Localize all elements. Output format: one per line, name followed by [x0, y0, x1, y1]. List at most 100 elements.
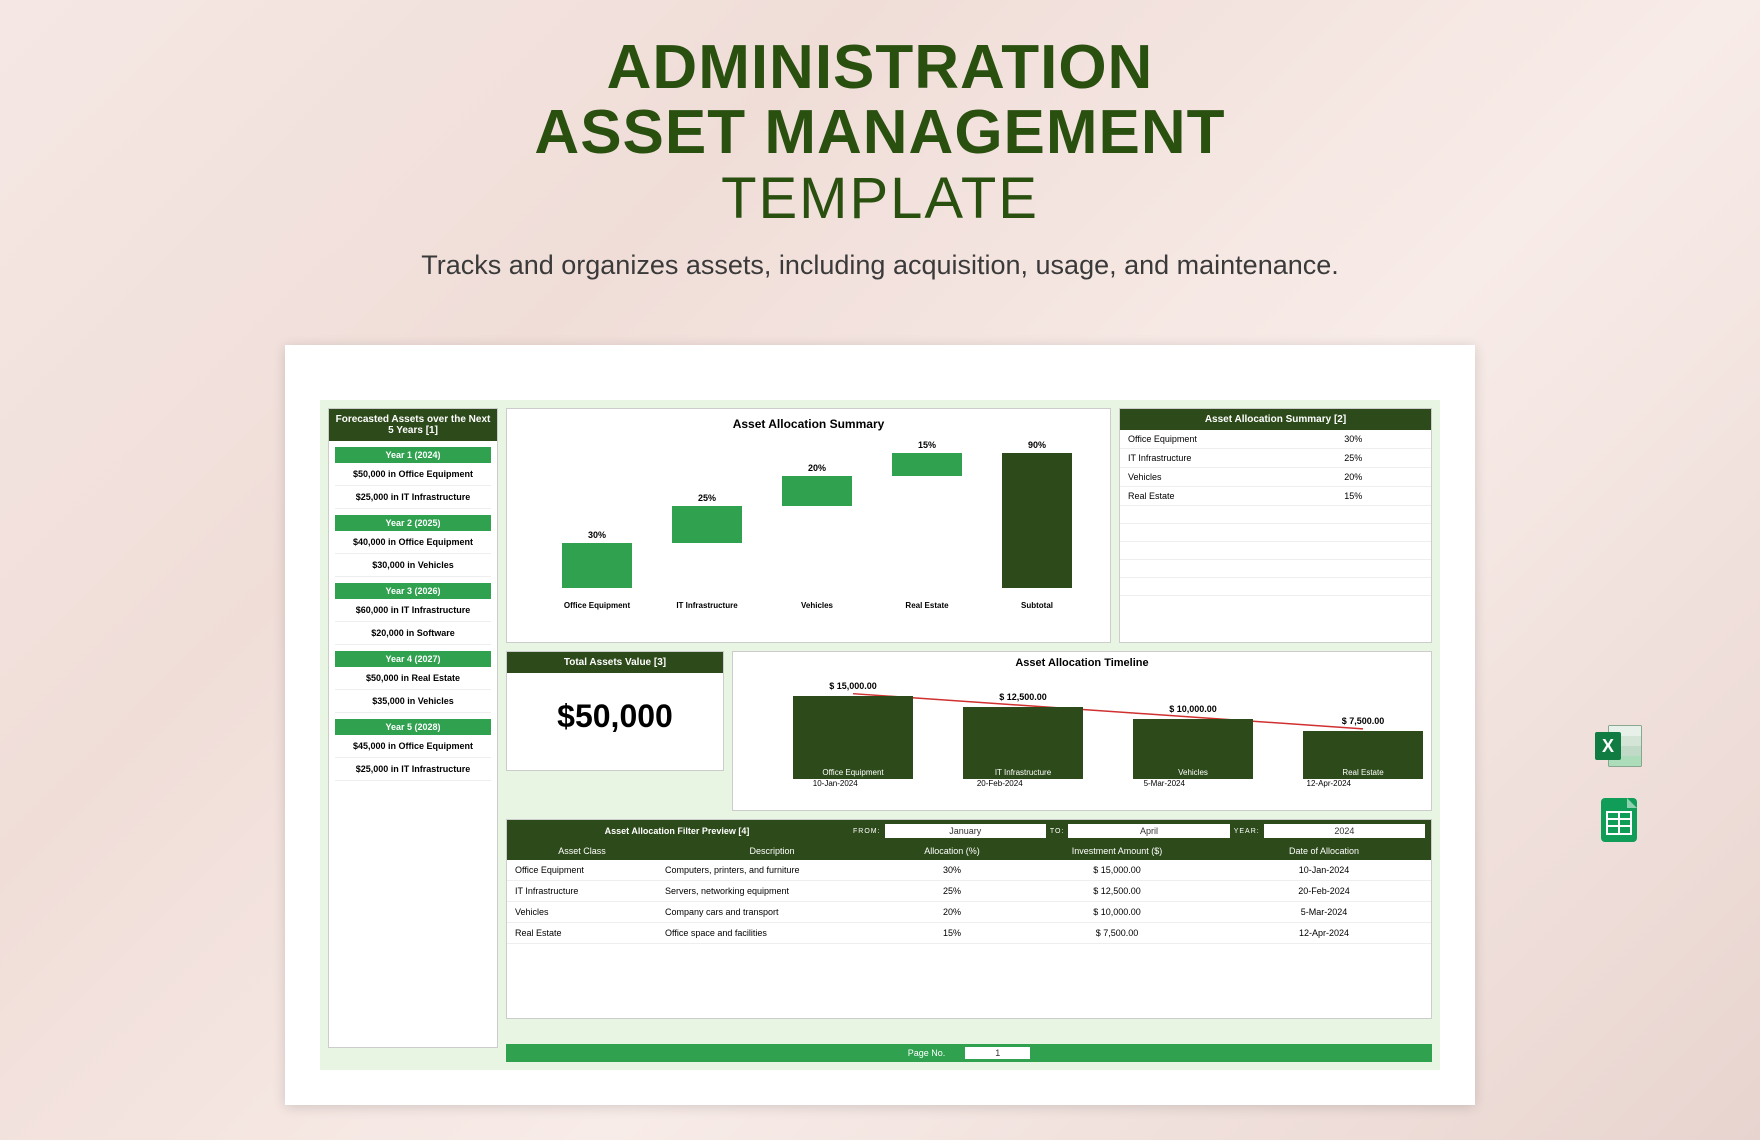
waterfall-title: Asset Allocation Summary [507, 409, 1110, 435]
forecast-year-label: Year 4 (2027) [335, 651, 491, 667]
filter-cell: 12-Apr-2024 [1217, 923, 1431, 943]
timeline-bar: IT Infrastructure$ 12,500.00 [963, 707, 1083, 779]
summary-panel: Asset Allocation Summary [2] Office Equi… [1119, 408, 1432, 643]
timeline-date: 20-Feb-2024 [918, 779, 1083, 788]
filter-row: VehiclesCompany cars and transport20%$ 1… [507, 902, 1431, 923]
filter-cell: 30% [887, 860, 1017, 880]
forecast-item: $35,000 in Vehicles [335, 690, 491, 713]
waterfall-value: 90% [1002, 440, 1072, 450]
app-icons: X [1593, 720, 1645, 846]
forecast-panel: Forecasted Assets over the Next 5 Years … [328, 408, 498, 1048]
filter-cell: Office space and facilities [657, 923, 887, 943]
year-input[interactable]: 2024 [1264, 824, 1425, 838]
filter-header: Asset Allocation Filter Preview [4] FROM… [507, 820, 1431, 842]
forecast-year: Year 5 (2028)$45,000 in Office Equipment… [335, 719, 491, 781]
summary-pct: 15% [1276, 487, 1432, 505]
forecast-item: $20,000 in Software [335, 622, 491, 645]
forecast-year-label: Year 5 (2028) [335, 719, 491, 735]
timeline-panel: Asset Allocation Timeline Office Equipme… [732, 651, 1432, 811]
forecast-title: Forecasted Assets over the Next 5 Years … [329, 409, 497, 441]
forecast-year: Year 3 (2026)$60,000 in IT Infrastructur… [335, 583, 491, 645]
summary-pct: 20% [1276, 468, 1432, 486]
excel-icon[interactable]: X [1593, 720, 1645, 772]
filter-row: Real EstateOffice space and facilities15… [507, 923, 1431, 944]
svg-text:X: X [1602, 736, 1614, 756]
filter-cell: Servers, networking equipment [657, 881, 887, 901]
forecast-item: $50,000 in Real Estate [335, 667, 491, 690]
timeline-date: 5-Mar-2024 [1082, 779, 1247, 788]
to-input[interactable]: April [1068, 824, 1229, 838]
subtitle: Tracks and organizes assets, including a… [0, 250, 1760, 281]
dashboard: Forecasted Assets over the Next 5 Years … [320, 400, 1440, 1070]
filter-cell: Company cars and transport [657, 902, 887, 922]
timeline-bar: Real Estate$ 7,500.00 [1303, 731, 1423, 779]
summary-row: Office Equipment30% [1120, 430, 1431, 449]
summary-row: Real Estate15% [1120, 487, 1431, 506]
timeline-value: $ 12,500.00 [963, 692, 1083, 702]
year-label: YEAR: [1234, 828, 1260, 835]
summary-name: Real Estate [1120, 487, 1276, 505]
forecast-item: $25,000 in IT Infrastructure [335, 486, 491, 509]
summary-name: Vehicles [1120, 468, 1276, 486]
filter-cell: Computers, printers, and furniture [657, 860, 887, 880]
filter-cell: $ 15,000.00 [1017, 860, 1217, 880]
summary-row: IT Infrastructure25% [1120, 449, 1431, 468]
summary-row: Vehicles20% [1120, 468, 1431, 487]
total-panel: Total Assets Value [3] $50,000 [506, 651, 724, 771]
title-line2: ASSET MANAGEMENT [0, 100, 1760, 165]
timeline-chart: Office Equipment$ 15,000.00 IT Infrastruc… [753, 674, 1411, 779]
timeline-date: 10-Jan-2024 [753, 779, 918, 788]
filter-cell: 10-Jan-2024 [1217, 860, 1431, 880]
summary-name: Office Equipment [1120, 430, 1276, 448]
waterfall-label: Real Estate [892, 601, 962, 610]
to-label: TO: [1050, 828, 1065, 835]
filter-cell: Vehicles [507, 902, 657, 922]
filter-column-header: Description [657, 842, 887, 860]
summary-name: IT Infrastructure [1120, 449, 1276, 467]
forecast-item: $25,000 in IT Infrastructure [335, 758, 491, 781]
filter-cell: 15% [887, 923, 1017, 943]
filter-cell: Real Estate [507, 923, 657, 943]
total-title: Total Assets Value [3] [507, 652, 723, 673]
forecast-item: $60,000 in IT Infrastructure [335, 599, 491, 622]
filter-cell: $ 7,500.00 [1017, 923, 1217, 943]
timeline-label: Real Estate [1303, 766, 1423, 779]
filter-row: Office EquipmentComputers, printers, and… [507, 860, 1431, 881]
forecast-year: Year 4 (2027)$50,000 in Real Estate$35,0… [335, 651, 491, 713]
filter-column-header: Investment Amount ($) [1017, 842, 1217, 860]
sheets-icon[interactable] [1593, 794, 1645, 846]
waterfall-label: Subtotal [1002, 601, 1072, 610]
timeline-label: Office Equipment [793, 766, 913, 779]
from-label: FROM: [853, 828, 881, 835]
timeline-bar: Vehicles$ 10,000.00 [1133, 719, 1253, 779]
timeline-value: $ 7,500.00 [1303, 716, 1423, 726]
filter-panel: Asset Allocation Filter Preview [4] FROM… [506, 819, 1432, 1019]
filter-cell: 20% [887, 902, 1017, 922]
forecast-item: $30,000 in Vehicles [335, 554, 491, 577]
from-input[interactable]: January [885, 824, 1046, 838]
filter-cell: 5-Mar-2024 [1217, 902, 1431, 922]
timeline-title: Asset Allocation Timeline [733, 652, 1431, 674]
filter-cell: Office Equipment [507, 860, 657, 880]
template-preview: Forecasted Assets over the Next 5 Years … [285, 345, 1475, 1105]
waterfall-chart: 30%Office Equipment25%IT Infrastructure2… [522, 435, 1095, 610]
timeline-value: $ 10,000.00 [1133, 704, 1253, 714]
title-line3: TEMPLATE [0, 165, 1760, 232]
forecast-year-label: Year 2 (2025) [335, 515, 491, 531]
filter-title: Asset Allocation Filter Preview [4] [507, 820, 847, 842]
page-footer: Page No. 1 [506, 1044, 1432, 1062]
summary-title: Asset Allocation Summary [2] [1120, 409, 1431, 430]
filter-column-header: Date of Allocation [1217, 842, 1431, 860]
waterfall-value: 25% [672, 493, 742, 503]
forecast-item: $50,000 in Office Equipment [335, 463, 491, 486]
forecast-year-label: Year 3 (2026) [335, 583, 491, 599]
filter-cell: IT Infrastructure [507, 881, 657, 901]
forecast-item: $45,000 in Office Equipment [335, 735, 491, 758]
timeline-bar: Office Equipment$ 15,000.00 [793, 696, 913, 779]
filter-row: IT InfrastructureServers, networking equ… [507, 881, 1431, 902]
waterfall-value: 20% [782, 463, 852, 473]
waterfall-value: 30% [562, 530, 632, 540]
page-label: Page No. [908, 1048, 946, 1058]
page-number: 1 [965, 1047, 1030, 1059]
summary-pct: 25% [1276, 449, 1432, 467]
